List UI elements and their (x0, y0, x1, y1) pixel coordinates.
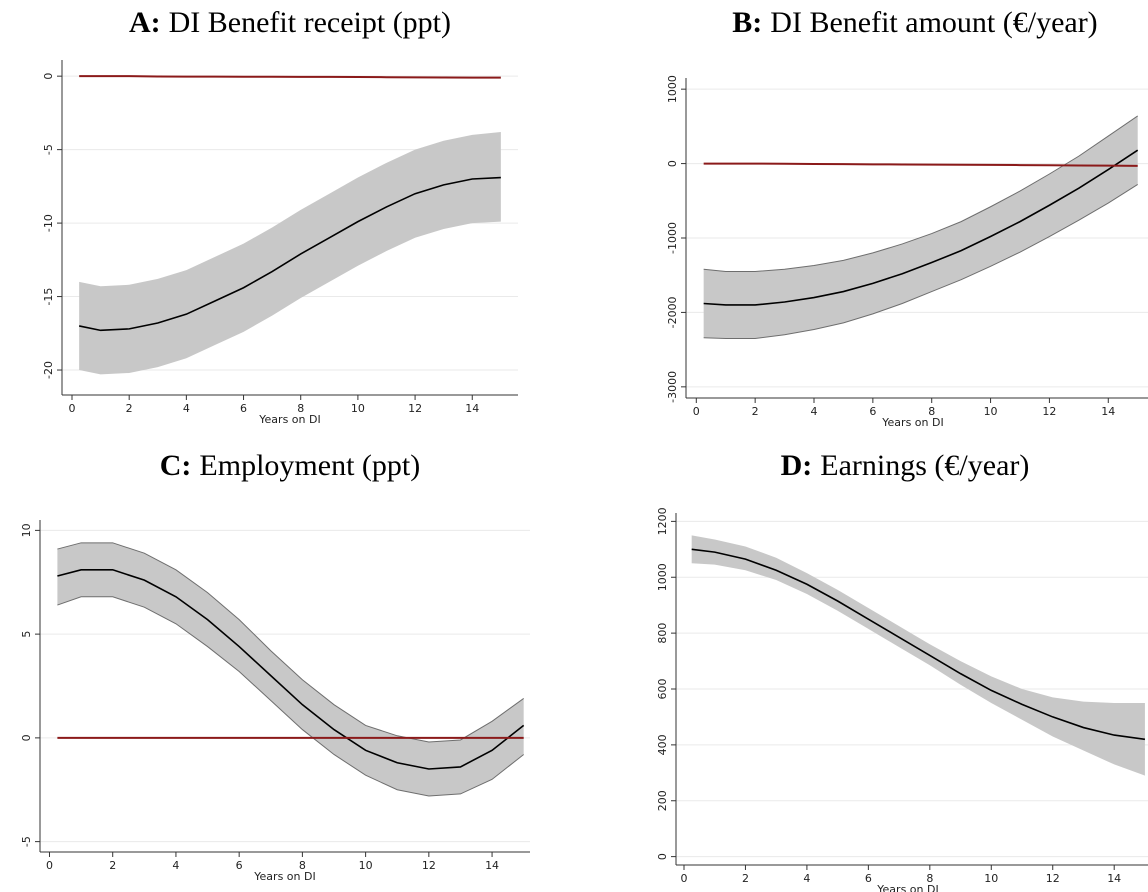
y-tick-label: 400 (656, 734, 669, 755)
series-line (703, 149, 1139, 306)
x-tick-label: 2 (752, 405, 759, 418)
x-axis-label: Years on DI (253, 870, 315, 883)
x-tick-label: 2 (742, 872, 749, 885)
panel-label: B: (732, 6, 762, 39)
y-tick-label: 1200 (656, 507, 669, 535)
x-tick-label: 10 (984, 405, 998, 418)
band-edge (703, 183, 1138, 339)
band-edge (57, 542, 524, 743)
y-tick-label: 800 (656, 623, 669, 644)
x-tick-label: 4 (811, 405, 818, 418)
x-tick-label: 12 (422, 859, 436, 872)
y-tick-label: 0 (656, 853, 669, 860)
x-tick-label: 4 (183, 402, 190, 415)
title-text: Earnings (€/year) (820, 449, 1029, 482)
series-line (57, 568, 525, 770)
y-tick-label: -2000 (666, 296, 679, 328)
x-axis-label: Years on DI (881, 416, 943, 429)
panel-title: A: DI Benefit receipt (ppt) (129, 6, 451, 39)
x-tick-label: 4 (803, 872, 810, 885)
series-line (79, 75, 501, 79)
x-tick-label: 6 (865, 872, 872, 885)
x-tick-label: 10 (359, 859, 373, 872)
y-tick-label: -5 (42, 144, 55, 155)
confidence-band (79, 131, 501, 375)
x-tick-label: 10 (984, 872, 998, 885)
x-tick-label: 6 (236, 859, 243, 872)
x-tick-label: 0 (693, 405, 700, 418)
x-axis-label: Years on DI (876, 883, 938, 892)
series-line (703, 162, 1138, 167)
x-tick-label: 14 (485, 859, 499, 872)
x-axis-label: Years on DI (258, 413, 320, 426)
series-line (691, 548, 1146, 741)
x-tick-label: 0 (680, 872, 687, 885)
x-tick-label: 6 (869, 405, 876, 418)
panel-title: D: Earnings (€/year) (781, 449, 1030, 482)
x-tick-label: 4 (172, 859, 179, 872)
confidence-band (691, 535, 1145, 776)
x-tick-label: 14 (1107, 872, 1121, 885)
x-tick-label: 0 (46, 859, 53, 872)
x-tick-label: 10 (351, 402, 365, 415)
x-tick-label: 2 (126, 402, 133, 415)
panel: A: DI Benefit receipt (ppt) 0 -5 -10 -15 -20 0 2… (42, 6, 518, 426)
band-edge (57, 596, 524, 797)
y-tick-label: 10 (20, 523, 33, 537)
y-tick-label: -3000 (666, 371, 679, 403)
title-text: DI Benefit receipt (ppt) (169, 6, 451, 39)
title-text: Employment (ppt) (199, 449, 420, 482)
x-tick-label: 12 (1046, 872, 1060, 885)
panel-label: D: (781, 449, 813, 482)
panel-label: C: (160, 449, 192, 482)
y-tick-label: -15 (42, 288, 55, 306)
y-tick-label: 1000 (666, 75, 679, 103)
panel-title: C: Employment (ppt) (160, 449, 420, 482)
y-tick-label: 600 (656, 679, 669, 700)
x-tick-label: 8 (297, 402, 304, 415)
y-tick-label: -1000 (666, 222, 679, 254)
x-tick-label: 12 (408, 402, 422, 415)
y-tick-label: 200 (656, 790, 669, 811)
x-tick-label: 8 (928, 405, 935, 418)
panel: C: Employment (ppt) 10 5 0 -5 0 2 4 6 8 10 12 14 Years… (20, 449, 530, 883)
x-tick-label: 6 (240, 402, 247, 415)
x-tick-label: 14 (1101, 405, 1115, 418)
x-tick-label: 8 (299, 859, 306, 872)
x-tick-label: 0 (69, 402, 76, 415)
y-tick-label: 0 (42, 73, 55, 80)
x-tick-label: 2 (109, 859, 116, 872)
y-tick-label: 0 (666, 160, 679, 167)
x-tick-label: 14 (465, 402, 479, 415)
y-tick-label: -20 (42, 361, 55, 379)
series-line (78, 176, 501, 332)
y-tick-label: 0 (20, 734, 33, 741)
x-tick-label: 8 (926, 872, 933, 885)
title-text: DI Benefit amount (€/year) (770, 6, 1097, 39)
y-tick-label: -10 (42, 214, 55, 232)
panel-label: A: (129, 6, 161, 39)
y-tick-label: 5 (20, 631, 33, 638)
panel: B: DI Benefit amount (€/year) 1000 0 -1000 -2… (666, 6, 1148, 429)
panel-title: B: DI Benefit amount (€/year) (732, 6, 1097, 39)
confidence-band (703, 115, 1138, 339)
y-tick-label: 1000 (656, 563, 669, 591)
panel: D: Earnings (€/year) 0 200 400 600 800 1000 1200… (656, 449, 1148, 892)
x-tick-label: 12 (1042, 405, 1056, 418)
y-tick-label: -5 (20, 836, 33, 847)
